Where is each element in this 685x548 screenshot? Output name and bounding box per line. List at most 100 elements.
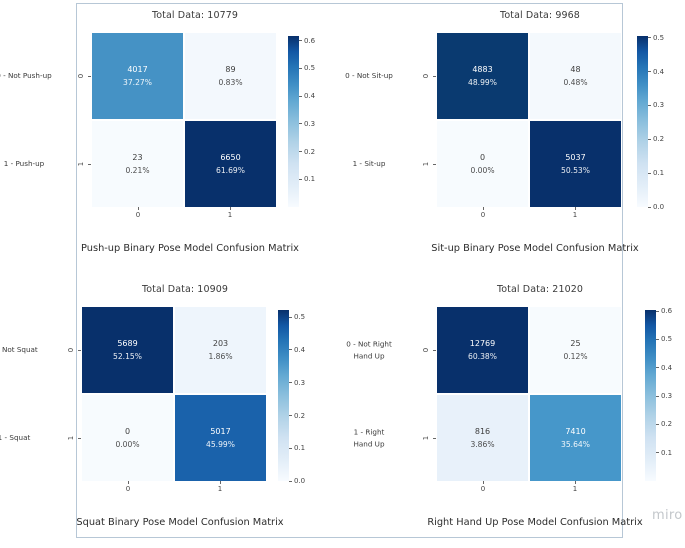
colorbar-tick: 0.1	[299, 175, 315, 183]
y-tick-mark	[433, 164, 436, 165]
y-axis-tick: 1	[67, 435, 75, 441]
y-axis-tick: 0	[422, 347, 430, 353]
cell-percent: 1.86%	[208, 351, 233, 361]
colorbar-tick: 0.0	[289, 477, 305, 485]
colorbar-gradient	[288, 36, 299, 207]
matrix-cell-fp: 48 0.48%	[530, 33, 621, 119]
cell-percent: 3.86%	[470, 439, 495, 449]
row-label-situp: 1 - Sit-up	[352, 159, 386, 169]
matrix-cell-tn: 12769 60.38%	[437, 307, 528, 393]
colorbar-tick: 0.1	[656, 449, 672, 457]
cell-percent: 52.15%	[113, 351, 142, 361]
colorbar-tick: 0.1	[289, 444, 305, 452]
total-data-label: Total Data: 21020	[496, 284, 584, 295]
colorbar-tick: 0.6	[656, 307, 672, 315]
colorbar-tick: 0.2	[656, 420, 672, 428]
colorbar-tick: 0.4	[299, 92, 315, 100]
colorbar-tick: 0.3	[299, 120, 315, 128]
cell-count: 0	[479, 152, 486, 162]
cell-percent: 50.53%	[561, 165, 590, 175]
matrix-cell-fn: 0 0.00%	[437, 121, 528, 207]
cell-percent: 45.99%	[206, 439, 235, 449]
cell-count: 5017	[210, 426, 231, 436]
colorbar-tick: 0.2	[289, 412, 305, 420]
colorbar: 0.5 0.4 0.3 0.2 0.1 0.0	[637, 34, 664, 211]
colorbar: 0.5 0.4 0.3 0.2 0.1 0.0	[278, 310, 305, 485]
y-tick-mark	[433, 438, 436, 439]
cell-count: 7410	[565, 426, 586, 436]
colorbar-gradient	[637, 36, 648, 207]
confusion-matrix-grid: 4017 37.27% 89 0.83% 23 0.21% 6650 61.69…	[92, 33, 276, 207]
x-axis-tick: 0	[135, 211, 141, 219]
cell-percent: 0.83%	[218, 77, 243, 87]
y-axis-tick: 1	[77, 161, 85, 167]
row-label-not-pushup: 0 - Not Push-up	[0, 71, 52, 81]
chart-title: Sit-up Binary Pose Model Confusion Matri…	[431, 243, 639, 254]
cell-count: 5037	[565, 152, 586, 162]
colorbar-gradient	[278, 310, 289, 481]
colorbar: 0.6 0.5 0.4 0.3 0.2 0.1	[288, 36, 315, 207]
colorbar: 0.6 0.5 0.4 0.3 0.2 0.1	[645, 307, 672, 481]
cell-percent: 0.00%	[115, 439, 140, 449]
matrix-cell-tp: 6650 61.69%	[185, 121, 276, 207]
x-axis-tick: 1	[217, 485, 223, 493]
x-axis-tick: 1	[572, 485, 578, 493]
row-label-not-situp: 0 - Not Sit-up	[345, 71, 393, 81]
chart-right-hand-up-confusion-matrix: Total Data: 21020 0 - Not Right Hand Up 1…	[345, 274, 680, 548]
y-axis-tick: 1	[422, 161, 430, 167]
y-axis-tick: 1	[422, 435, 430, 441]
matrix-cell-fp: 25 0.12%	[530, 307, 621, 393]
colorbar-tick: 0.1	[648, 169, 664, 177]
miro-watermark: miro	[652, 508, 683, 523]
cell-count: 25	[570, 338, 581, 348]
cell-percent: 37.27%	[123, 77, 152, 87]
cell-count: 4883	[472, 64, 493, 74]
cell-count: 12769	[469, 338, 496, 348]
colorbar-tick: 0.5	[656, 335, 672, 343]
colorbar-tick: 0.2	[299, 148, 315, 156]
total-data-label: Total Data: 10909	[141, 284, 229, 295]
x-tick-mark	[575, 481, 576, 484]
cell-count: 4017	[127, 64, 148, 74]
x-axis-tick: 0	[125, 485, 131, 493]
x-tick-mark	[230, 207, 231, 210]
chart-squat-confusion-matrix: Total Data: 10909 0 - Not Squat 1 - Squa…	[0, 274, 325, 548]
x-tick-mark	[138, 207, 139, 210]
row-label-squat: 1 - Squat	[0, 433, 31, 443]
colorbar-tick: 0.4	[289, 346, 305, 354]
matrix-cell-tn: 4883 48.99%	[437, 33, 528, 119]
chart-situp-confusion-matrix: Total Data: 9968 0 - Not Sit-up 1 - Sit-…	[345, 0, 680, 274]
chart-pushup-confusion-matrix: Total Data: 10779 0 - Not Push-up 1 - Pu…	[0, 0, 335, 274]
cell-percent: 61.69%	[216, 165, 245, 175]
cell-count: 6650	[220, 152, 241, 162]
row-label-not-right-hand-up: 0 - Not Right Hand Up	[346, 339, 392, 360]
total-data-label: Total Data: 9968	[500, 10, 580, 21]
cell-count: 0	[124, 426, 131, 436]
y-tick-mark	[433, 76, 436, 77]
cell-count: 203	[212, 338, 229, 348]
x-tick-mark	[575, 207, 576, 210]
cell-count: 23	[132, 152, 143, 162]
chart-title: Right Hand Up Pose Model Confusion Matri…	[427, 517, 643, 528]
x-tick-mark	[483, 481, 484, 484]
colorbar-tick: 0.5	[299, 64, 315, 72]
matrix-cell-fn: 23 0.21%	[92, 121, 183, 207]
confusion-matrix-grid: 5689 52.15% 203 1.86% 0 0.00% 5017 45.99…	[82, 307, 266, 481]
colorbar-tick: 0.6	[299, 37, 315, 45]
colorbar-tick: 0.4	[648, 68, 664, 76]
matrix-cell-fp: 89 0.83%	[185, 33, 276, 119]
cell-percent: 35.64%	[561, 439, 590, 449]
cell-percent: 60.38%	[468, 351, 497, 361]
x-tick-mark	[220, 481, 221, 484]
x-axis-tick: 1	[572, 211, 578, 219]
colorbar-tick: 0.3	[289, 379, 305, 387]
y-tick-mark	[78, 438, 81, 439]
colorbar-tick: 0.0	[648, 203, 664, 211]
cell-count: 816	[474, 426, 491, 436]
matrix-cell-fp: 203 1.86%	[175, 307, 266, 393]
confusion-matrix-grid: 12769 60.38% 25 0.12% 816 3.86% 7410 35.…	[437, 307, 621, 481]
cell-count: 5689	[117, 338, 138, 348]
confusion-matrix-grid: 4883 48.99% 48 0.48% 0 0.00% 5037 50.53%	[437, 33, 621, 207]
colorbar-tick: 0.5	[648, 34, 664, 42]
row-label-right-hand-up: 1 - Right Hand Up	[353, 427, 385, 448]
